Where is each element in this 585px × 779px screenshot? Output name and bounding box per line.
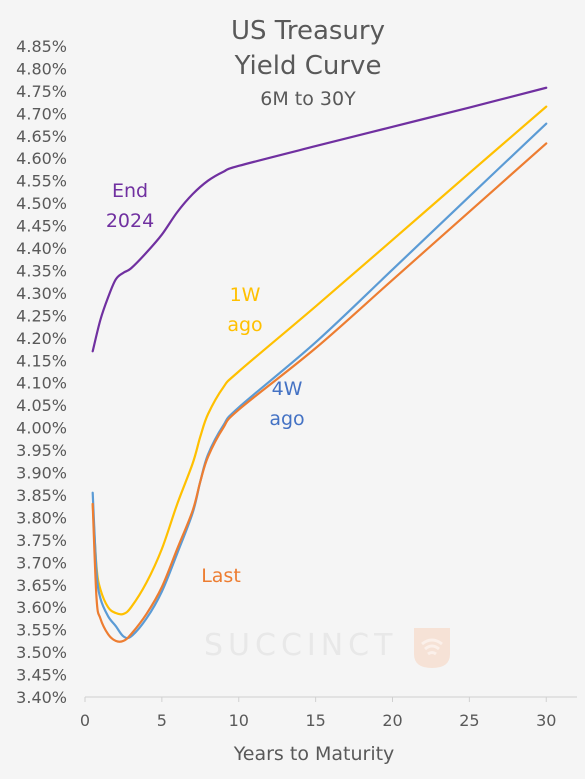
watermark: SUCCINCT <box>200 620 462 676</box>
y-tick-label: 3.55% <box>16 621 67 640</box>
series-label-end-2024: End 2024 <box>100 176 160 236</box>
y-tick-label: 4.30% <box>16 284 67 303</box>
y-tick-label: 3.95% <box>16 441 67 460</box>
y-tick-label: 3.90% <box>16 464 67 483</box>
chart-title: US Treasury <box>230 16 385 46</box>
y-tick-label: 4.50% <box>16 194 67 213</box>
y-tick-label: 3.80% <box>16 508 67 527</box>
y-tick-label: 3.50% <box>16 643 67 662</box>
series-label-1w-ago: 1W ago <box>215 280 275 340</box>
series-line-last <box>91 142 548 643</box>
y-tick-label: 3.45% <box>16 666 67 685</box>
series-label-line: End <box>111 180 149 202</box>
chart-subtitle: 6M to 30Y <box>260 88 356 110</box>
series-label-line: ago <box>227 314 263 336</box>
y-tick-label: 3.70% <box>16 553 67 572</box>
y-tick-label: 4.45% <box>16 217 67 236</box>
x-tick-label: 10 <box>229 711 249 730</box>
series-label-line: 2024 <box>105 210 155 232</box>
y-tick-label: 4.85% <box>16 37 67 56</box>
y-tick-label: 4.55% <box>16 172 67 191</box>
y-tick-label: 3.75% <box>16 531 67 550</box>
y-tick-label: 4.70% <box>16 104 67 123</box>
x-tick-label: 15 <box>305 711 325 730</box>
series-label-last: Last <box>191 561 251 591</box>
y-tick-label: 3.60% <box>16 598 67 617</box>
chart-title-line2: Yield Curve <box>234 51 382 81</box>
series-line-end-2024 <box>91 86 548 353</box>
series-label-line: ago <box>269 408 305 430</box>
watermark-logo-icon <box>414 628 450 668</box>
series-label-line: 1W <box>229 284 261 306</box>
x-tick-label: 20 <box>382 711 402 730</box>
series-line-4w-ago <box>91 122 548 640</box>
series-label-line: Last <box>201 565 241 587</box>
y-tick-label: 4.05% <box>16 396 67 415</box>
x-tick-label: 5 <box>157 711 167 730</box>
y-tick-label: 4.80% <box>16 59 67 78</box>
x-tick-label: 30 <box>536 711 556 730</box>
y-tick-label: 4.60% <box>16 149 67 168</box>
series-label-line: 4W <box>271 378 303 400</box>
y-tick-label: 3.65% <box>16 576 67 595</box>
series-line-1w-ago <box>91 105 548 616</box>
y-tick-label: 4.75% <box>16 82 67 101</box>
y-tick-label: 3.40% <box>16 688 67 707</box>
y-tick-label: 3.85% <box>16 486 67 505</box>
y-tick-label: 4.10% <box>16 374 67 393</box>
y-tick-label: 4.35% <box>16 261 67 280</box>
y-tick-label: 4.20% <box>16 329 67 348</box>
x-tick-label: 25 <box>459 711 479 730</box>
y-tick-label: 4.00% <box>16 419 67 438</box>
series-label-4w-ago: 4W ago <box>257 374 317 434</box>
watermark-text: SUCCINCT <box>204 628 398 663</box>
y-tick-label: 4.40% <box>16 239 67 258</box>
x-tick-label: 0 <box>80 711 90 730</box>
y-tick-label: 4.25% <box>16 306 67 325</box>
y-tick-label: 4.65% <box>16 127 67 146</box>
y-tick-label: 4.15% <box>16 351 67 370</box>
x-axis-label: Years to Maturity <box>233 743 395 765</box>
